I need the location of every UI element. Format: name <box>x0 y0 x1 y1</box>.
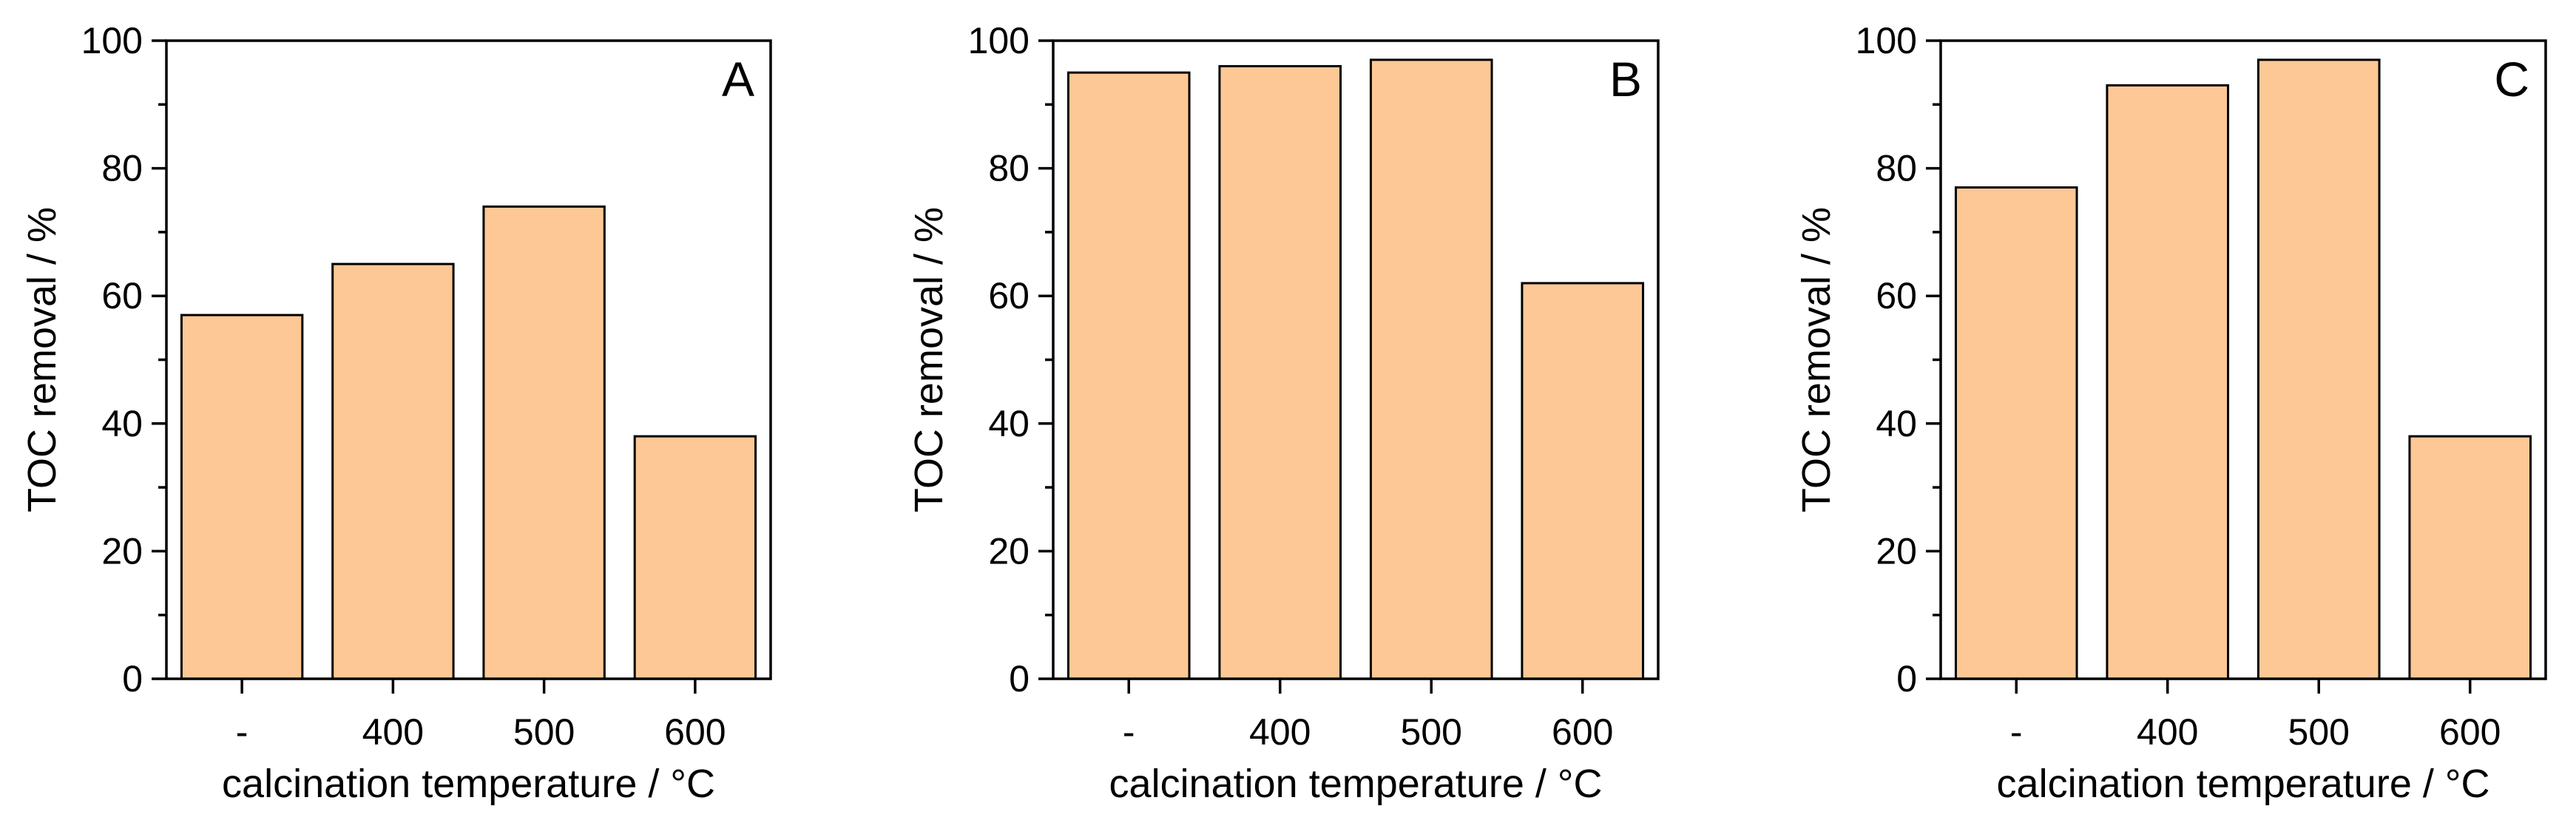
y-tick-label: 60 <box>101 275 143 316</box>
y-axis-title: TOC removal / % <box>907 207 951 512</box>
x-tick-label: 500 <box>2288 711 2350 753</box>
x-tick-label: 400 <box>1249 711 1311 753</box>
x-tick-label: 600 <box>2439 711 2501 753</box>
x-tick-label: 400 <box>2137 711 2198 753</box>
y-tick-label: 80 <box>101 148 143 189</box>
y-tick-label: 0 <box>122 658 143 700</box>
bar-b-0 <box>1066 71 1191 680</box>
x-axis-title: calcination temperature / °C <box>1997 762 2490 806</box>
bar-a-1 <box>331 263 455 680</box>
y-tick-label: 40 <box>988 403 1030 444</box>
y-tick-label: 60 <box>1876 275 1917 316</box>
panel-label: A <box>722 52 754 106</box>
bar-a-3 <box>633 435 757 680</box>
x-tick-label: - <box>236 711 249 753</box>
y-tick-label: 0 <box>1009 658 1030 700</box>
y-axis-title: TOC removal / % <box>1794 207 1839 512</box>
y-tick-label: 60 <box>988 275 1030 316</box>
x-tick-label: - <box>1123 711 1135 753</box>
y-axis-title: TOC removal / % <box>20 207 64 512</box>
y-tick-label: 100 <box>968 20 1030 61</box>
bar-a-0 <box>180 314 304 680</box>
bar-c-0 <box>1954 186 2078 680</box>
bar-c-2 <box>2256 58 2381 680</box>
x-tick-label: 600 <box>664 711 726 753</box>
x-axis-title: calcination temperature / °C <box>222 762 715 806</box>
x-tick-label: - <box>2010 711 2023 753</box>
bar-b-1 <box>1218 65 1342 680</box>
y-tick-label: 100 <box>81 20 143 61</box>
bar-b-2 <box>1369 58 1493 680</box>
y-tick-label: 20 <box>101 530 143 572</box>
x-axis-title: calcination temperature / °C <box>1109 762 1603 806</box>
bar-c-3 <box>2408 435 2532 680</box>
chart-panel-b: 0 20 40 60 80 100 - 400 500 600 calcination temper… <box>907 20 1660 806</box>
y-tick-label: 20 <box>988 530 1030 572</box>
x-tick-label: 400 <box>362 711 424 753</box>
chart-panel-a: 0 20 40 60 80 100 - 400 500 600 calcination temper… <box>20 20 772 806</box>
x-tick-label: 500 <box>1401 711 1462 753</box>
y-tick-label: 20 <box>1876 530 1917 572</box>
y-tick-label: 40 <box>101 403 143 444</box>
chart-panel-c: 0 20 40 60 80 100 - 400 500 600 calcination temper… <box>1794 20 2547 806</box>
panel-label: C <box>2494 52 2529 106</box>
y-tick-label: 100 <box>1856 20 1917 61</box>
bar-b-3 <box>1521 282 1645 680</box>
y-tick-label: 0 <box>1896 658 1917 700</box>
y-tick-label: 40 <box>1876 403 1917 444</box>
bar-c-1 <box>2106 84 2230 680</box>
panel-label: B <box>1609 52 1642 106</box>
y-tick-label: 80 <box>988 148 1030 189</box>
y-tick-label: 80 <box>1876 148 1917 189</box>
x-tick-label: 600 <box>1552 711 1613 753</box>
x-tick-label: 500 <box>513 711 575 753</box>
bar-a-2 <box>482 205 606 680</box>
